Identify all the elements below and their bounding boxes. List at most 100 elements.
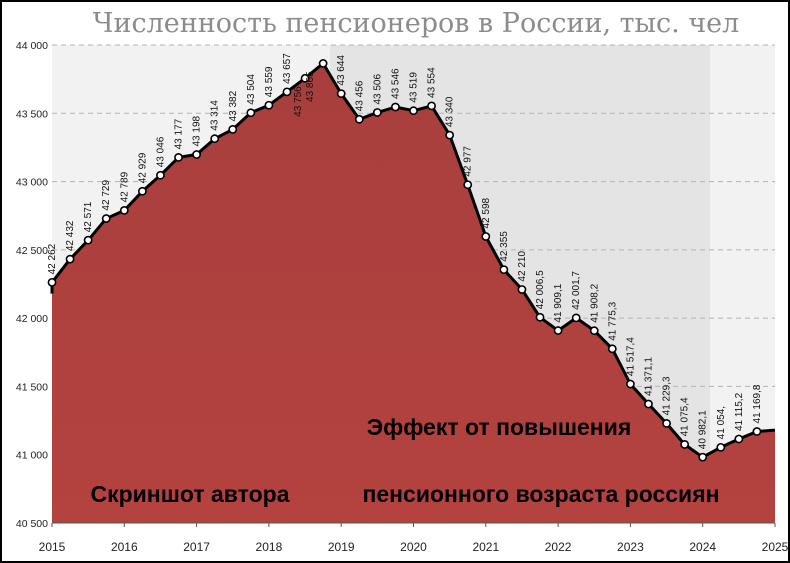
data-label: 41 229,3 [661,376,672,415]
x-tick-label: 2020 [400,540,427,554]
data-label: 43 382 [228,90,239,121]
data-label: 42 977 [463,146,474,177]
data-point [698,452,708,462]
y-tick-label: 41 500 [16,381,48,393]
data-label: 43 657 [282,53,293,84]
data-point [680,440,690,449]
data-label: 43 865 [305,71,316,102]
y-tick-label: 43 500 [16,108,48,120]
data-point [734,434,744,444]
data-point [246,108,256,118]
x-tick-label: 2016 [111,540,138,554]
data-point [318,59,328,68]
data-label: 40 982,1 [698,410,709,449]
data-label: 41 371,1 [644,357,655,396]
data-label: 43 198 [192,115,203,146]
data-point [409,106,418,116]
data-point [535,312,545,322]
data-point [662,418,671,428]
data-label: 43 644 [336,55,347,86]
data-label: 43 046 [155,136,166,167]
data-label: 43 504 [246,74,257,105]
data-label: 42 598 [481,197,492,228]
data-point [463,180,473,190]
data-point [101,214,111,223]
data-label: 43 546 [390,68,401,99]
data-point [83,235,93,245]
y-tick-label: 41 000 [16,450,48,462]
data-point [156,170,165,180]
x-tick-label: 2021 [472,540,499,554]
data-label: 41 909,1 [553,283,564,322]
y-tick-label: 44 000 [16,40,48,52]
annotation-effect-line2: пенсионного возраста россиян [362,481,719,507]
x-tick-label: 2017 [183,540,210,554]
data-label: 43 456 [354,80,365,111]
x-tick-label: 2019 [328,540,355,554]
x-tick-label: 2018 [256,540,283,554]
data-point [752,427,762,436]
y-tick-label: 42 500 [16,245,48,257]
y-tick-label: 42 000 [16,313,48,325]
data-label: 43 519 [408,72,419,103]
data-point [119,205,129,215]
data-point [607,344,617,354]
data-point [372,108,382,117]
data-point [210,134,220,144]
data-label: 41 054, [716,406,727,439]
x-tick-label: 2025 [762,540,788,554]
x-tick-label: 2015 [39,540,66,554]
data-label: 42 210 [517,251,528,282]
data-point [282,87,292,97]
data-label: 42 432 [65,220,76,251]
data-label: 42 789 [119,171,130,202]
data-point [644,399,653,409]
data-label: 43 559 [264,66,275,97]
data-area [52,63,775,524]
data-point [47,277,57,287]
data-label: 41 908,2 [589,283,600,322]
y-tick-label: 40 500 [16,518,48,530]
data-point [65,254,75,264]
annotation-author: Скриншот автора [91,481,290,507]
data-point [427,101,436,111]
data-label: 42 001,7 [571,271,582,310]
data-label: 43 177 [173,118,184,149]
data-point [336,89,346,99]
data-point [264,100,274,110]
data-point [228,125,238,134]
data-label: 41 115,2 [734,392,745,431]
x-tick-label: 2023 [617,540,644,554]
data-point [499,265,509,275]
data-point [571,313,581,323]
x-tick-label: 2022 [545,540,572,554]
data-point [626,379,635,389]
data-label: 41 075,4 [680,397,691,436]
data-label: 41 517,4 [625,337,636,376]
data-point [589,326,599,336]
data-point [192,150,201,159]
data-point [553,326,563,335]
data-point [445,130,455,140]
data-label: 42 929 [137,152,148,183]
data-label: 43 554 [427,67,438,98]
data-label: 43 340 [445,96,456,127]
data-label: 43 756 [293,86,304,117]
data-label: 41 169,8 [752,384,763,423]
data-point [391,102,400,112]
data-label: 42 729 [101,180,112,211]
data-point [174,152,183,162]
x-tick-label: 2024 [689,540,716,554]
data-label: 43 314 [210,100,221,131]
data-label: 41 775,3 [607,301,618,340]
data-point [716,442,726,452]
annotation-effect-line1: Эффект от повышения [367,414,632,440]
data-point [137,186,147,196]
data-label: 43 506 [372,74,383,105]
data-point [300,73,310,83]
data-label: 42 571 [83,201,94,232]
data-point [354,114,364,124]
data-label: 42 262 [47,243,58,274]
